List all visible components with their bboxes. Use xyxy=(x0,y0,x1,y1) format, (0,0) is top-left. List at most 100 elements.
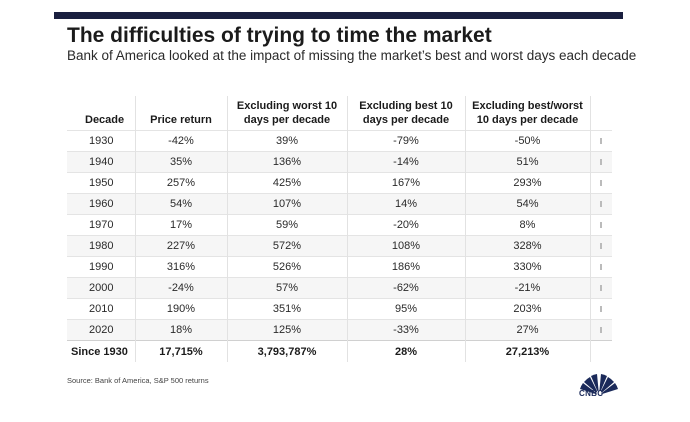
source-note: Source: Bank of America, S&P 500 returns xyxy=(67,376,209,385)
value-cell: 572% xyxy=(227,235,348,257)
value-cell: 17% xyxy=(135,214,228,236)
table-row: 1930 -42% 39% -79% -50% xyxy=(67,130,612,152)
cnbc-logo-text: CNBC xyxy=(579,389,604,398)
column-header-decade: Decade xyxy=(67,96,136,131)
value-cell: -21% xyxy=(465,277,591,299)
table-row: 1940 35% 136% -14% 51% xyxy=(67,151,612,173)
summary-cell: 17,715% xyxy=(135,340,228,362)
decade-cell: 1980 xyxy=(67,235,136,257)
row-edge-mark xyxy=(600,159,603,165)
row-edge-mark xyxy=(600,138,603,144)
table-row: 1960 54% 107% 14% 54% xyxy=(67,193,612,215)
row-edge-mark xyxy=(600,306,603,312)
value-cell: -24% xyxy=(135,277,228,299)
value-cell: -20% xyxy=(347,214,466,236)
value-cell: 328% xyxy=(465,235,591,257)
decade-cell: 1940 xyxy=(67,151,136,173)
row-edge xyxy=(590,214,612,236)
column-header-price-return: Price return xyxy=(135,96,228,131)
value-cell: 14% xyxy=(347,193,466,215)
value-cell: 293% xyxy=(465,172,591,194)
value-cell: 8% xyxy=(465,214,591,236)
value-cell: 136% xyxy=(227,151,348,173)
value-cell: 35% xyxy=(135,151,228,173)
summary-cell: 28% xyxy=(347,340,466,362)
value-cell: 330% xyxy=(465,256,591,278)
value-cell: 125% xyxy=(227,319,348,341)
value-cell: 54% xyxy=(465,193,591,215)
table-row: 2010 190% 351% 95% 203% xyxy=(67,298,612,320)
chart-title: The difficulties of trying to time the m… xyxy=(67,24,492,47)
table-row: 2000 -24% 57% -62% -21% xyxy=(67,277,612,299)
decade-cell: 2010 xyxy=(67,298,136,320)
table-row: 1950 257% 425% 167% 293% xyxy=(67,172,612,194)
returns-table: Decade Price return Excluding worst 10 d… xyxy=(67,96,612,362)
row-edge xyxy=(590,130,612,152)
value-cell: 203% xyxy=(465,298,591,320)
value-cell: 54% xyxy=(135,193,228,215)
decade-cell: 1970 xyxy=(67,214,136,236)
value-cell: -33% xyxy=(347,319,466,341)
value-cell: 167% xyxy=(347,172,466,194)
table-row: 1970 17% 59% -20% 8% xyxy=(67,214,612,236)
column-header-excl-best-worst: Excluding best/worst 10 days per decade xyxy=(465,96,591,131)
column-edge xyxy=(590,96,612,131)
summary-row: Since 1930 17,715% 3,793,787% 28% 27,213… xyxy=(67,340,612,362)
decade-cell: 2020 xyxy=(67,319,136,341)
value-cell: 95% xyxy=(347,298,466,320)
value-cell: 27% xyxy=(465,319,591,341)
row-edge-mark xyxy=(600,327,603,333)
decade-cell: 1960 xyxy=(67,193,136,215)
decade-cell: 1990 xyxy=(67,256,136,278)
row-edge-mark xyxy=(600,285,603,291)
row-edge xyxy=(590,298,612,320)
summary-cell: 3,793,787% xyxy=(227,340,348,362)
decade-cell: 1930 xyxy=(67,130,136,152)
value-cell: 18% xyxy=(135,319,228,341)
cnbc-peacock-icon xyxy=(580,374,618,396)
chart-subtitle: Bank of America looked at the impact of … xyxy=(67,48,637,63)
row-edge-mark xyxy=(600,180,603,186)
summary-cell: 27,213% xyxy=(465,340,591,362)
column-header-excl-best: Excluding best 10 days per decade xyxy=(347,96,466,131)
value-cell: -42% xyxy=(135,130,228,152)
decade-cell: 1950 xyxy=(67,172,136,194)
table-row: 1990 316% 526% 186% 330% xyxy=(67,256,612,278)
summary-label: Since 1930 xyxy=(67,340,136,362)
row-edge xyxy=(590,340,612,362)
row-edge-mark xyxy=(600,264,603,270)
row-edge-mark xyxy=(600,222,603,228)
value-cell: -50% xyxy=(465,130,591,152)
value-cell: 186% xyxy=(347,256,466,278)
value-cell: 51% xyxy=(465,151,591,173)
top-accent-bar xyxy=(54,12,623,19)
value-cell: 59% xyxy=(227,214,348,236)
row-edge xyxy=(590,193,612,215)
value-cell: 107% xyxy=(227,193,348,215)
row-edge-mark xyxy=(600,201,603,207)
decade-cell: 2000 xyxy=(67,277,136,299)
value-cell: -14% xyxy=(347,151,466,173)
value-cell: 39% xyxy=(227,130,348,152)
value-cell: 108% xyxy=(347,235,466,257)
table-header-row: Decade Price return Excluding worst 10 d… xyxy=(67,96,612,131)
table-row: 1980 227% 572% 108% 328% xyxy=(67,235,612,257)
value-cell: 526% xyxy=(227,256,348,278)
row-edge-mark xyxy=(600,243,603,249)
row-edge xyxy=(590,151,612,173)
row-edge xyxy=(590,235,612,257)
value-cell: -62% xyxy=(347,277,466,299)
value-cell: 57% xyxy=(227,277,348,299)
value-cell: 257% xyxy=(135,172,228,194)
value-cell: 351% xyxy=(227,298,348,320)
value-cell: 190% xyxy=(135,298,228,320)
row-edge xyxy=(590,277,612,299)
column-header-excl-worst: Excluding worst 10 days per decade xyxy=(227,96,348,131)
value-cell: 425% xyxy=(227,172,348,194)
row-edge xyxy=(590,319,612,341)
value-cell: 316% xyxy=(135,256,228,278)
row-edge xyxy=(590,172,612,194)
table-row: 2020 18% 125% -33% 27% xyxy=(67,319,612,341)
value-cell: -79% xyxy=(347,130,466,152)
value-cell: 227% xyxy=(135,235,228,257)
